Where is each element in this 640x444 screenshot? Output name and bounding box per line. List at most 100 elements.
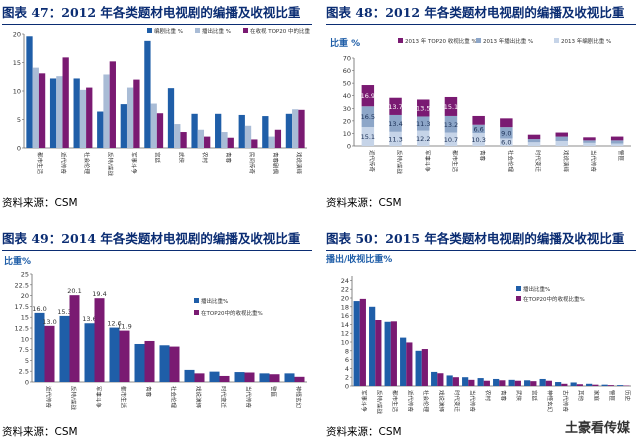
chart-source: 资料来源：CSM	[2, 197, 78, 209]
bar	[527, 142, 541, 146]
x-tick-label: 当代传奇	[589, 150, 597, 173]
data-label: 6.0	[501, 139, 511, 147]
chart-50: 024681012141618202224播出/收视比重%播出比重%在TOP20…	[326, 254, 631, 414]
y-tick-label: 15	[13, 59, 21, 67]
bar	[500, 118, 513, 128]
chart-source: 资料来源：CSM	[326, 426, 402, 438]
y-tick-label: 0	[347, 143, 351, 151]
data-label: 19.4	[92, 290, 106, 298]
data-label: 6.6	[473, 125, 483, 133]
bar	[169, 346, 180, 382]
bar	[592, 384, 599, 386]
bar	[417, 116, 430, 131]
y-tick-label: 30	[343, 105, 351, 113]
panel-50: 图表 50：2015 年各类题材电视剧的编播及收视比重 0 2 4 6 8 10 12 14 1…	[326, 228, 636, 443]
bar	[238, 114, 245, 148]
bar	[204, 136, 211, 148]
y-tick-label: 0	[25, 379, 29, 387]
x-tick-label: 青春	[145, 386, 153, 398]
bar	[555, 136, 568, 141]
x-tick-label: 青春	[499, 390, 507, 402]
x-tick-label: 反特/谍战	[107, 152, 115, 176]
bar	[400, 337, 407, 386]
data-label: 12.2	[416, 135, 430, 143]
bar	[576, 384, 583, 386]
bar	[389, 114, 402, 132]
y-tick-label: 60	[343, 67, 351, 75]
x-tick-label: 时代变迁	[534, 150, 542, 173]
x-tick-label: 社会伦理	[422, 390, 430, 413]
x-tick-label: 警匪	[617, 150, 625, 162]
bar	[514, 380, 521, 386]
bar	[294, 376, 305, 382]
bar	[109, 327, 120, 382]
y-tick-label: 17.5	[15, 303, 29, 311]
bar	[150, 103, 157, 148]
data-label: 12.6	[107, 320, 121, 328]
x-tick-label: 社会伦理	[506, 150, 514, 173]
bar	[26, 36, 33, 148]
bar	[468, 379, 475, 386]
bar	[156, 113, 164, 148]
bar	[353, 301, 360, 386]
chart-source: 资料来源：CSM	[326, 197, 402, 209]
bar	[462, 377, 469, 386]
bar	[159, 345, 170, 382]
bar	[369, 306, 376, 386]
bar	[530, 381, 537, 386]
x-tick-label: 军事斗争	[130, 152, 138, 175]
bar	[219, 375, 230, 382]
x-tick-label: 戏说演绎	[437, 390, 445, 413]
bar	[49, 78, 57, 148]
data-label: 15.1	[361, 133, 375, 141]
y-tick-label: 20	[21, 292, 29, 300]
y-tick-label: 22.5	[15, 281, 29, 289]
legend-swatch	[194, 310, 199, 315]
bar	[375, 320, 382, 386]
x-tick-label: 当代传奇	[245, 386, 253, 409]
x-tick-label: 警匪	[608, 390, 616, 402]
x-tick-label: 警匪	[270, 386, 278, 398]
data-label: 16.9	[361, 92, 375, 100]
legend-label: 在TOP20中的收视比重%	[523, 295, 585, 303]
bar	[274, 129, 282, 148]
bar	[415, 350, 422, 386]
bar	[555, 382, 562, 386]
bar	[583, 140, 596, 143]
x-tick-label: 武侠	[177, 152, 185, 164]
y-tick-label: 5	[17, 116, 21, 124]
data-label: 10.3	[471, 136, 485, 144]
bar	[119, 330, 130, 382]
data-label: 11.3	[416, 120, 430, 128]
bar	[234, 372, 245, 382]
bar	[452, 377, 459, 386]
bar	[389, 131, 402, 146]
bar	[601, 384, 608, 386]
y-tick-label: 14	[341, 321, 349, 329]
y-tick-label: 10	[13, 88, 21, 96]
legend-swatch	[516, 286, 521, 291]
bar	[500, 127, 513, 139]
x-tick-label: 神怪玄幻	[546, 390, 554, 413]
legend-swatch	[147, 28, 152, 33]
y-tick-label: 12	[341, 330, 349, 338]
bar	[84, 323, 95, 382]
legend-label: 2013 年播出比重 %	[483, 37, 533, 45]
bar	[227, 137, 234, 148]
y-tick-label: 2	[345, 374, 349, 382]
x-tick-label: 社会伦理	[170, 386, 178, 409]
y-tick-label: 6	[345, 356, 349, 364]
data-label: 15.3	[57, 308, 71, 316]
bar	[586, 383, 593, 386]
bar	[361, 106, 375, 128]
x-tick-label: 武侠	[515, 390, 523, 402]
y-axis-label: 播出/收视比重%	[326, 254, 392, 265]
x-tick-label: 近代传奇	[45, 386, 53, 409]
data-label: 10.7	[444, 136, 458, 144]
bar	[444, 96, 458, 116]
y-tick-label: 0	[345, 383, 349, 391]
x-tick-label: 宫廷	[530, 390, 538, 402]
data-label: 11.9	[117, 323, 131, 331]
bar	[191, 113, 198, 148]
x-tick-label: 农村	[201, 152, 209, 164]
